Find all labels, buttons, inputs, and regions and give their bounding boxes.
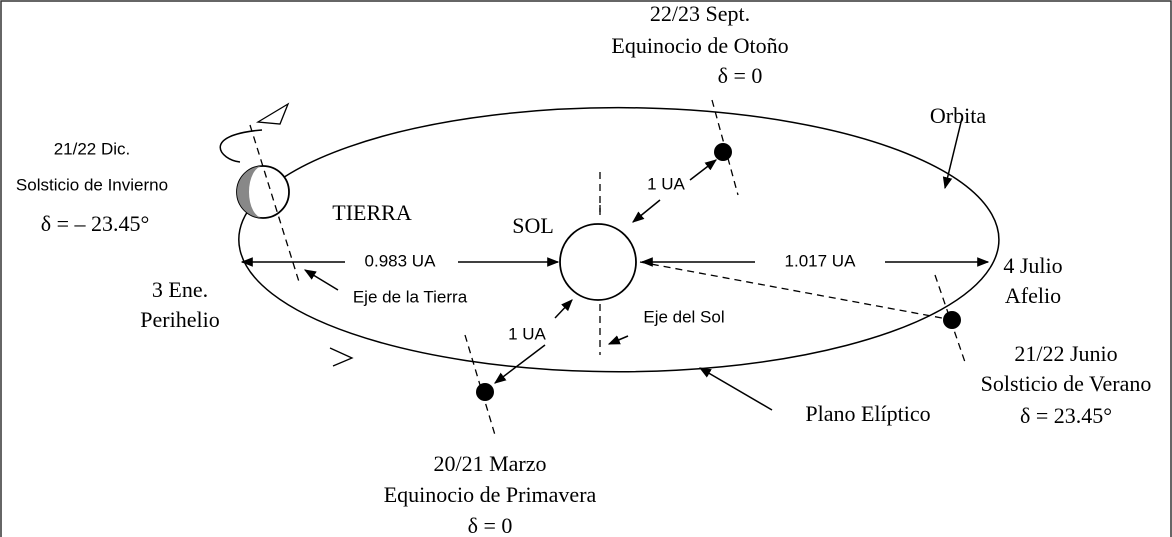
rotation <box>219 129 263 163</box>
label: 4 Julio <box>1003 253 1062 278</box>
label: Plano Elíptico <box>805 401 930 426</box>
label: δ = 23.45° <box>1020 403 1112 428</box>
label: 21/22 Junio <box>1014 341 1117 366</box>
june-point <box>943 311 961 329</box>
label: SOL <box>512 213 554 238</box>
label: 1 UA <box>647 174 685 193</box>
earth-axis <box>249 124 301 286</box>
earth-axis-arrow <box>303 269 339 291</box>
september-point <box>714 143 732 161</box>
label: Equinocio de Primavera <box>384 482 597 507</box>
sun-axis-arrow <box>607 335 629 345</box>
label: Solsticio de Invierno <box>16 175 168 194</box>
label: δ = 0 <box>718 63 763 88</box>
orbit-arrow <box>329 347 354 367</box>
label: Eje del Sol <box>643 307 724 326</box>
arrow <box>689 159 717 181</box>
label: Equinocio de Otoño <box>611 33 788 58</box>
axis <box>711 99 739 196</box>
arrow <box>942 117 963 190</box>
earth-shadow <box>237 166 263 218</box>
label: Perihelio <box>140 307 219 332</box>
label: 1 UA <box>508 324 546 343</box>
line <box>639 261 943 319</box>
label: 0.983 UA <box>365 251 437 270</box>
march-point <box>476 383 494 401</box>
label: 22/23 Sept. <box>650 1 750 26</box>
orbit-lower <box>239 249 991 373</box>
label: 21/22 Dic. <box>54 139 131 158</box>
label: δ = – 23.45° <box>41 211 150 236</box>
axis <box>934 274 967 366</box>
arrow <box>698 367 773 411</box>
label: δ = 0 <box>468 513 513 537</box>
axis <box>464 334 496 436</box>
label: Orbita <box>930 103 986 128</box>
arrow <box>494 344 546 384</box>
label: 20/21 Marzo <box>433 451 546 476</box>
label: Solsticio de Verano <box>981 371 1152 396</box>
label: 3 Ene. <box>152 277 208 302</box>
arrow <box>554 299 573 319</box>
label: TIERRA <box>332 200 412 225</box>
label: Afelio <box>1005 283 1061 308</box>
label: 1.017 UA <box>785 251 857 270</box>
label: Eje de la Tierra <box>353 287 468 306</box>
rotation-arrow <box>255 102 290 125</box>
arrow <box>632 199 661 223</box>
sun <box>559 223 637 301</box>
